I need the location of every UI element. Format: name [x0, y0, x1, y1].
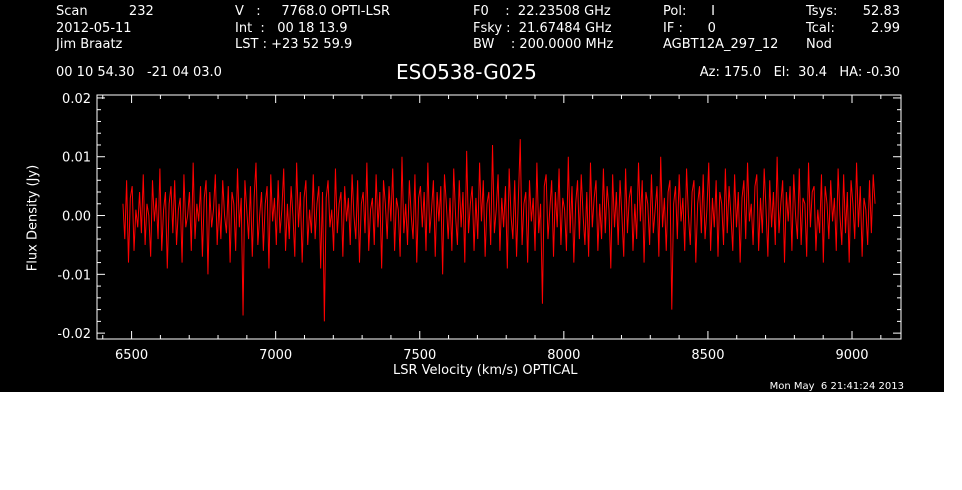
- plot-datestamp: Mon May 6 21:41:24 2013: [769, 381, 904, 392]
- x-tick-label: 8500: [691, 348, 724, 363]
- header-sky-frequency: Fsky : 21.67484 GHz: [473, 21, 612, 36]
- header-pointing: Az: 175.0 El: 30.4 HA: -0.30: [699, 65, 900, 80]
- y-tick-label: -0.01: [57, 268, 91, 283]
- spectrum-series-0: [122, 139, 876, 322]
- header-tcal-value: 2.99: [871, 21, 900, 36]
- header-tsys-label: Tsys:: [806, 4, 838, 19]
- header-mode: Nod: [806, 37, 832, 52]
- y-tick-label: 0.02: [62, 92, 91, 107]
- header-tsys-value: 52.83: [862, 4, 900, 19]
- header-project: AGBT12A_297_12: [663, 37, 779, 52]
- x-tick-label: 9000: [835, 348, 868, 363]
- y-axis-label: Flux Density (Jy): [25, 164, 41, 272]
- spectrum-trace-group: [122, 139, 876, 322]
- header-lst: LST : +23 52 59.9: [235, 37, 353, 52]
- x-tick-label: 8000: [547, 348, 580, 363]
- axes-group: 6500 7000 7500 8000 8500 9000 -0.02 -0.01 0.00 0.…: [57, 92, 902, 363]
- x-tick-label: 7500: [403, 348, 436, 363]
- header-integration: Int : 00 18 13.9: [235, 21, 348, 36]
- header-velocity: V : 7768.0 OPTI-LSR: [235, 4, 391, 19]
- source-name: ESO538-G025: [396, 60, 537, 84]
- x-axis-label: LSR Velocity (km/s) OPTICAL: [393, 363, 578, 378]
- header-coordinates: 00 10 54.30 -21 04 03.0: [56, 65, 222, 80]
- header-polarization: Pol: I: [663, 4, 715, 19]
- y-tick-label: -0.02: [57, 327, 91, 342]
- header-observer: Jim Braatz: [56, 37, 123, 52]
- header-tcal-label: Tcal:: [806, 21, 835, 36]
- header-rest-frequency: F0 : 22.23508 GHz: [473, 4, 611, 19]
- y-tick-label: 0.01: [62, 151, 91, 166]
- header-if: IF : 0: [663, 21, 716, 36]
- header-scan: Scan 232: [56, 4, 154, 19]
- spectrum-plot: 6500 7000 7500 8000 8500 9000 -0.02 -0.01 0.00 0.…: [0, 0, 944, 392]
- plot-frame: [96, 94, 902, 340]
- header-bandwidth: BW : 200.0000 MHz: [473, 37, 614, 52]
- y-tick-label: 0.00: [62, 210, 91, 225]
- header-date: 2012-05-11: [56, 21, 132, 36]
- x-tick-label: 6500: [115, 348, 148, 363]
- x-tick-label: 7000: [259, 348, 292, 363]
